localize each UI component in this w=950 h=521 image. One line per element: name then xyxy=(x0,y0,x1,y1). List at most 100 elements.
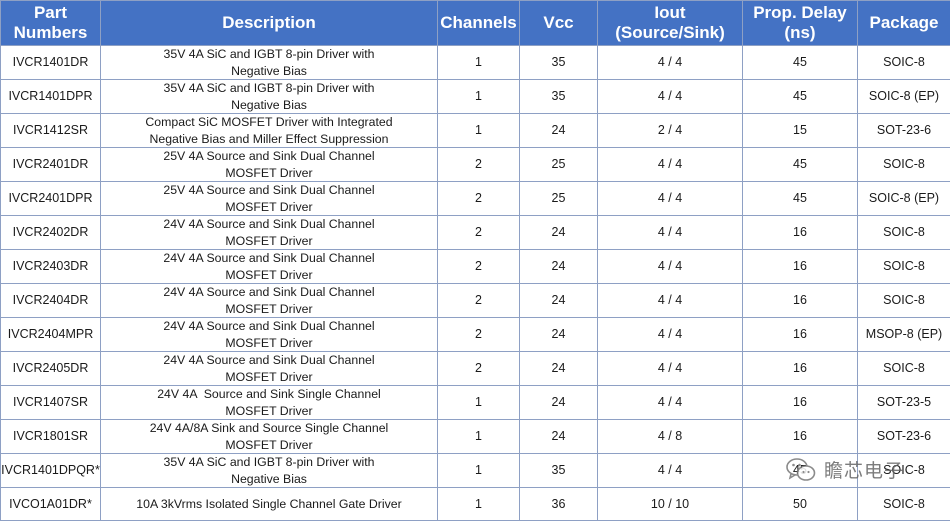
header-channels-line: Channels xyxy=(438,13,519,33)
part-number-cell: IVCR1801SR xyxy=(1,420,101,454)
channels-cell: 1 xyxy=(438,420,520,454)
header-package: Package xyxy=(858,1,950,46)
channels-cell: 1 xyxy=(438,46,520,80)
iout-cell: 4 / 4 xyxy=(598,148,743,182)
header-iout-line: (Source/Sink) xyxy=(598,23,742,43)
part-number-cell: IVCR1412SR xyxy=(1,114,101,148)
description-line: 35V 4A SiC and IGBT 8-pin Driver with xyxy=(101,454,437,471)
description-cell: 24V 4A/8A Sink and Source Single Channel… xyxy=(101,420,438,454)
description-line: Compact SiC MOSFET Driver with Integrate… xyxy=(101,114,437,131)
prop-delay-cell: 45 xyxy=(743,46,858,80)
header-vcc: Vcc xyxy=(520,1,598,46)
package-cell: SOIC-8 (EP) xyxy=(858,80,950,114)
iout-cell: 2 / 4 xyxy=(598,114,743,148)
description-line: 24V 4A Source and Sink Dual Channel xyxy=(101,284,437,301)
part-number-cell: IVCR2405DR xyxy=(1,352,101,386)
vcc-cell: 35 xyxy=(520,454,598,488)
header-description: Description xyxy=(101,1,438,46)
prop-delay-cell: 15 xyxy=(743,114,858,148)
package-cell: SOT-23-5 xyxy=(858,386,950,420)
prop-delay-cell: 16 xyxy=(743,420,858,454)
iout-cell: 4 / 4 xyxy=(598,284,743,318)
header-part-numbers: Part Numbers xyxy=(1,1,101,46)
description-line: 25V 4A Source and Sink Dual Channel xyxy=(101,182,437,199)
description-line: 35V 4A SiC and IGBT 8-pin Driver with xyxy=(101,46,437,63)
header-iout-line: Iout xyxy=(598,3,742,23)
description-line: 10A 3kVrms Isolated Single Channel Gate … xyxy=(101,496,437,513)
package-cell: SOIC-8 xyxy=(858,46,950,80)
description-line: MOSFET Driver xyxy=(101,267,437,284)
package-cell: SOIC-8 xyxy=(858,352,950,386)
prop-delay-cell: 16 xyxy=(743,250,858,284)
channels-cell: 1 xyxy=(438,454,520,488)
header-iout: Iout(Source/Sink) xyxy=(598,1,743,46)
channels-cell: 1 xyxy=(438,488,520,521)
package-cell: SOIC-8 xyxy=(858,284,950,318)
part-number-cell: IVCR2404MPR xyxy=(1,318,101,352)
vcc-cell: 24 xyxy=(520,352,598,386)
header-channels: Channels xyxy=(438,1,520,46)
channels-cell: 2 xyxy=(438,148,520,182)
vcc-cell: 25 xyxy=(520,148,598,182)
part-number-cell: IVCR1401DPR xyxy=(1,80,101,114)
package-cell: SOIC-8 (EP) xyxy=(858,182,950,216)
description-line: 24V 4A Source and Sink Dual Channel xyxy=(101,352,437,369)
header-part-numbers-line: Part Numbers xyxy=(1,3,100,43)
iout-cell: 4 / 4 xyxy=(598,250,743,284)
prop-delay-cell: 45 xyxy=(743,182,858,216)
channels-cell: 1 xyxy=(438,114,520,148)
part-number-cell: IVCR1401DPQR* xyxy=(1,454,101,488)
vcc-cell: 24 xyxy=(520,318,598,352)
iout-cell: 4 / 4 xyxy=(598,454,743,488)
vcc-cell: 35 xyxy=(520,46,598,80)
iout-cell: 4 / 4 xyxy=(598,318,743,352)
prop-delay-cell: 45 xyxy=(743,148,858,182)
channels-cell: 2 xyxy=(438,216,520,250)
description-cell: 10A 3kVrms Isolated Single Channel Gate … xyxy=(101,488,438,521)
description-line: MOSFET Driver xyxy=(101,403,437,420)
vcc-cell: 25 xyxy=(520,182,598,216)
package-cell: SOIC-8 xyxy=(858,488,950,521)
description-line: MOSFET Driver xyxy=(101,233,437,250)
part-number-cell: IVCR1401DR xyxy=(1,46,101,80)
part-number-cell: IVCO1A01DR* xyxy=(1,488,101,521)
part-number-cell: IVCR2401DR xyxy=(1,148,101,182)
description-line: MOSFET Driver xyxy=(101,369,437,386)
channels-cell: 2 xyxy=(438,352,520,386)
iout-cell: 4 / 4 xyxy=(598,216,743,250)
description-line: MOSFET Driver xyxy=(101,437,437,454)
iout-cell: 4 / 8 xyxy=(598,420,743,454)
channels-cell: 1 xyxy=(438,386,520,420)
description-line: 35V 4A SiC and IGBT 8-pin Driver with xyxy=(101,80,437,97)
header-package-line: Package xyxy=(858,13,950,33)
description-line: Negative Bias and Miller Effect Suppress… xyxy=(101,131,437,148)
channels-cell: 1 xyxy=(438,80,520,114)
description-line: 25V 4A Source and Sink Dual Channel xyxy=(101,148,437,165)
watermark: 瞻芯电子 xyxy=(786,456,904,483)
vcc-cell: 24 xyxy=(520,114,598,148)
header-vcc-line: Vcc xyxy=(520,13,597,33)
description-line: Negative Bias xyxy=(101,63,437,80)
channels-cell: 2 xyxy=(438,250,520,284)
package-cell: SOIC-8 xyxy=(858,250,950,284)
part-number-cell: IVCR2401DPR xyxy=(1,182,101,216)
iout-cell: 4 / 4 xyxy=(598,386,743,420)
prop-delay-cell: 16 xyxy=(743,216,858,250)
header-prop-delay-line: Prop. Delay xyxy=(743,3,857,23)
description-line: Negative Bias xyxy=(101,97,437,114)
